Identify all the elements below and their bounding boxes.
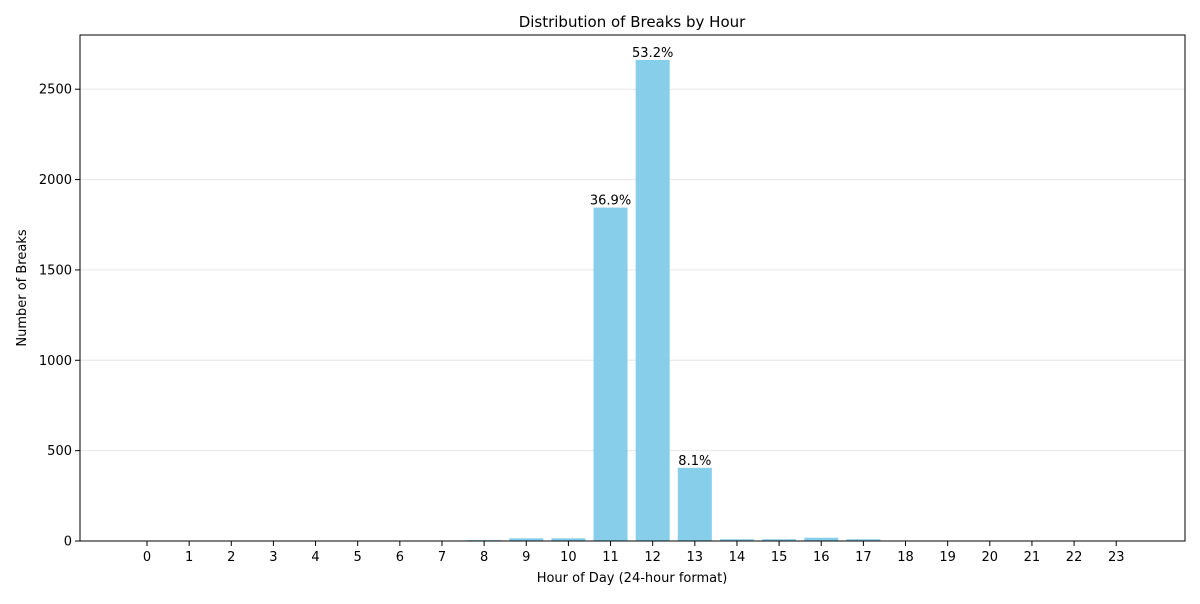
- grid-lines: [80, 88, 1185, 452]
- x-tick-label: 13: [687, 550, 704, 565]
- bar-hour-11: [593, 207, 628, 541]
- bar-value-label: 8.1%: [678, 454, 711, 469]
- x-tick-label: 2: [227, 550, 235, 565]
- bar-labels: 36.9% 53.2% 8.1%: [590, 46, 711, 469]
- bar-hour-15: [762, 539, 797, 541]
- bar-hour-12: [635, 59, 670, 542]
- x-tick-label: 16: [813, 550, 830, 565]
- y-axis: 0 500 1000 1500 2000 2500: [39, 83, 80, 550]
- bar-hour-16: [804, 537, 839, 541]
- x-tick-label: 23: [1108, 550, 1125, 565]
- bar-hour-9: [509, 538, 544, 541]
- x-tick-label: 14: [729, 550, 746, 565]
- x-tick-label: 9: [522, 550, 530, 565]
- x-axis-title: Hour of Day (24-hour format): [537, 571, 728, 586]
- x-tick-label: 22: [1066, 550, 1083, 565]
- x-tick-label: 6: [396, 550, 404, 565]
- x-tick-label: 5: [354, 550, 362, 565]
- x-tick-label: 3: [269, 550, 277, 565]
- bar-value-label: 53.2%: [632, 46, 673, 61]
- x-tick-label: 18: [897, 550, 914, 565]
- x-tick-label: 19: [939, 550, 956, 565]
- y-tick-label: 2000: [39, 173, 72, 188]
- x-tick-label: 12: [644, 550, 661, 565]
- bar-hour-14: [719, 539, 754, 541]
- y-tick-label: 500: [47, 444, 72, 459]
- plot-frame: [79, 34, 1186, 542]
- bars: [467, 59, 881, 542]
- y-tick-label: 1500: [39, 263, 72, 278]
- x-tick-label: 11: [602, 550, 619, 565]
- x-tick-label: 0: [143, 550, 151, 565]
- bar-hour-17: [846, 539, 881, 541]
- bar-hour-13: [677, 467, 712, 541]
- bar-hour-10: [551, 538, 586, 541]
- x-tick-label: 21: [1024, 550, 1041, 565]
- x-tick-label: 15: [771, 550, 788, 565]
- bar-value-label: 36.9%: [590, 194, 631, 209]
- chart-title: Distribution of Breaks by Hour: [519, 13, 746, 31]
- x-tick-label: 10: [560, 550, 577, 565]
- x-axis: 0 1 2 3 4 5 6 7 8 9 10 11 12 13 14 15 16 17 18 19 20 21 22 23: [143, 541, 1125, 565]
- y-tick-label: 0: [64, 535, 72, 550]
- y-axis-title: Number of Breaks: [15, 229, 30, 346]
- x-tick-label: 1: [185, 550, 193, 565]
- y-tick-label: 1000: [39, 354, 72, 369]
- x-tick-label: 17: [855, 550, 872, 565]
- y-tick-label: 2500: [39, 83, 72, 98]
- x-tick-label: 8: [480, 550, 488, 565]
- x-tick-label: 4: [311, 550, 319, 565]
- x-tick-label: 20: [982, 550, 999, 565]
- x-tick-label: 7: [438, 550, 446, 565]
